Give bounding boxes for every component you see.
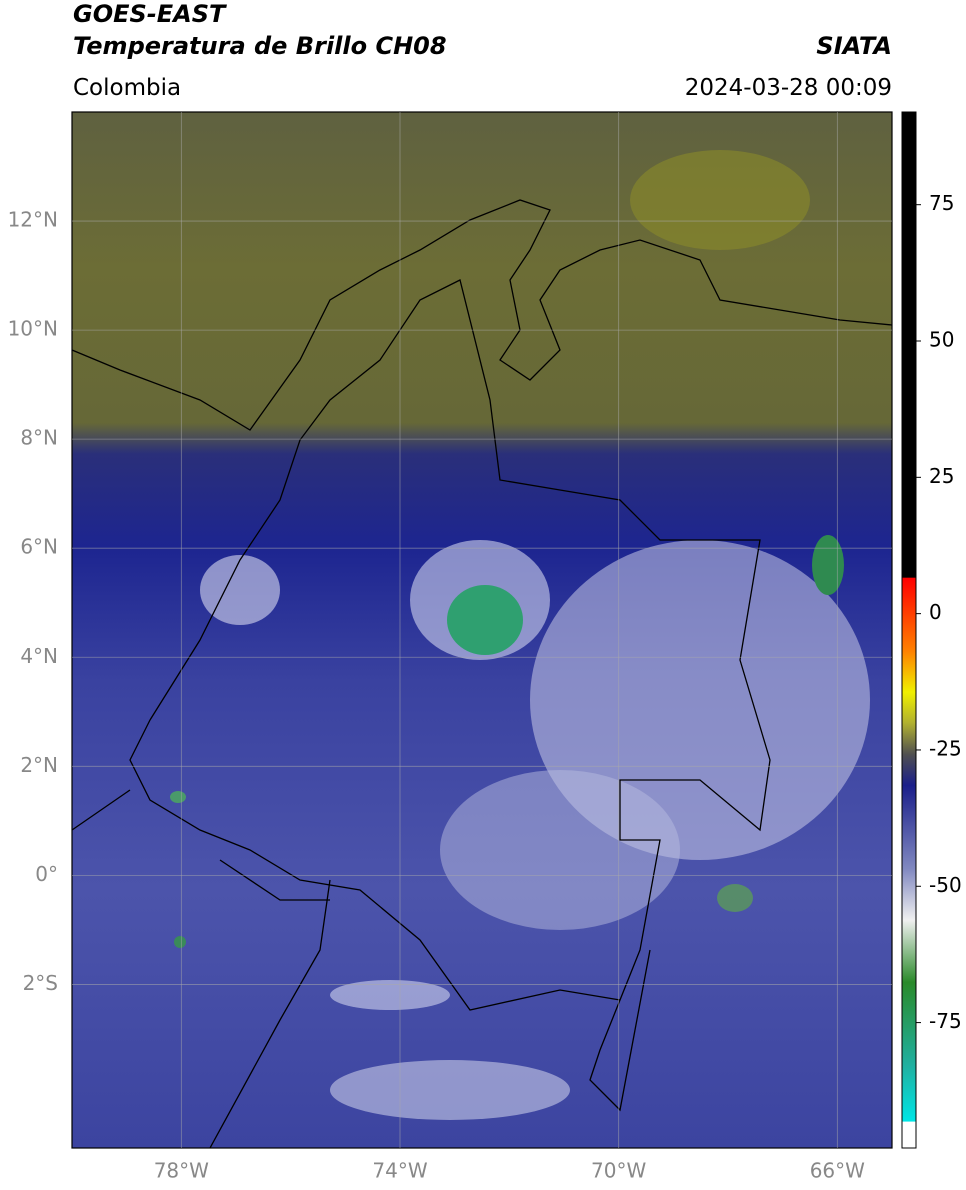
title: GOES-EAST [73, 0, 227, 28]
warm-area [630, 150, 810, 250]
country-border [129, 279, 771, 1112]
y-tick-label: 4°N [20, 644, 58, 668]
y-tick-label: 8°N [20, 426, 58, 450]
cold-cloud-top [812, 535, 844, 595]
y-tick-label: 0° [35, 862, 58, 886]
colorbar-tick-label: -25 [929, 736, 962, 760]
colorbar-tick-label: 50 [929, 328, 954, 352]
colorbar [901, 111, 917, 1149]
y-tick-label: 2°S [23, 971, 58, 995]
x-tick-label: 74°W [372, 1159, 427, 1183]
y-tick-label: 6°N [20, 535, 58, 559]
cloud [200, 555, 280, 625]
colorbar-tick-label: -50 [929, 873, 962, 897]
map-image [72, 112, 892, 1148]
y-tick-label: 12°N [8, 208, 58, 232]
x-tick-label: 78°W [154, 1159, 209, 1183]
cold-cloud-top [717, 884, 753, 912]
region: Colombia [73, 75, 181, 101]
cold-cloud-top [170, 791, 186, 803]
datetime: 2024-03-28 00:09 [685, 75, 892, 101]
colorbar-tick-label: -75 [929, 1009, 962, 1033]
cold-cloud-top [174, 936, 186, 948]
map-frame [71, 111, 893, 1149]
cloud [440, 770, 680, 930]
x-tick-label: 66°W [810, 1159, 865, 1183]
colorbar-tick-label: 75 [929, 191, 954, 215]
source: SIATA [816, 32, 892, 60]
cloud [330, 1060, 570, 1120]
country-border [72, 789, 331, 1148]
colorbar-tick-label: 25 [929, 464, 954, 488]
cloud [330, 980, 450, 1010]
y-tick-label: 10°N [8, 317, 58, 341]
subtitle: Temperatura de Brillo CH08 [73, 32, 447, 60]
y-tick-label: 2°N [20, 753, 58, 777]
colorbar-tick-label: 0 [929, 600, 942, 624]
coastline [72, 199, 892, 431]
cold-cloud-top [447, 585, 523, 655]
x-tick-label: 70°W [591, 1159, 646, 1183]
